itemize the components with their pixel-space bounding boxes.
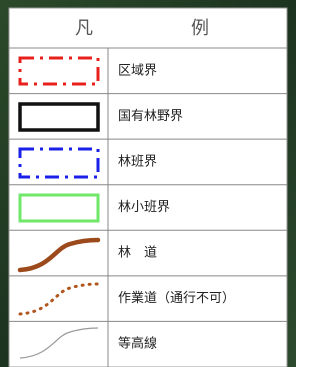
- legend-label: 林班界: [118, 154, 157, 169]
- legend-label: 作業道（通行不可）: [118, 290, 235, 306]
- legend-label: 国有林野界: [118, 109, 183, 124]
- legend-label: 等高線: [118, 336, 157, 352]
- legend-label: 林小班界: [118, 200, 170, 215]
- legend-panel: [9, 8, 287, 367]
- legend-label: 林 道: [118, 246, 157, 261]
- legend-title: 凡: [75, 18, 93, 39]
- legend-label: 区域界: [118, 63, 157, 78]
- legend-title: 例: [191, 18, 209, 39]
- page: {"legend": {"title_left": "凡", "title_ri…: [0, 0, 296, 367]
